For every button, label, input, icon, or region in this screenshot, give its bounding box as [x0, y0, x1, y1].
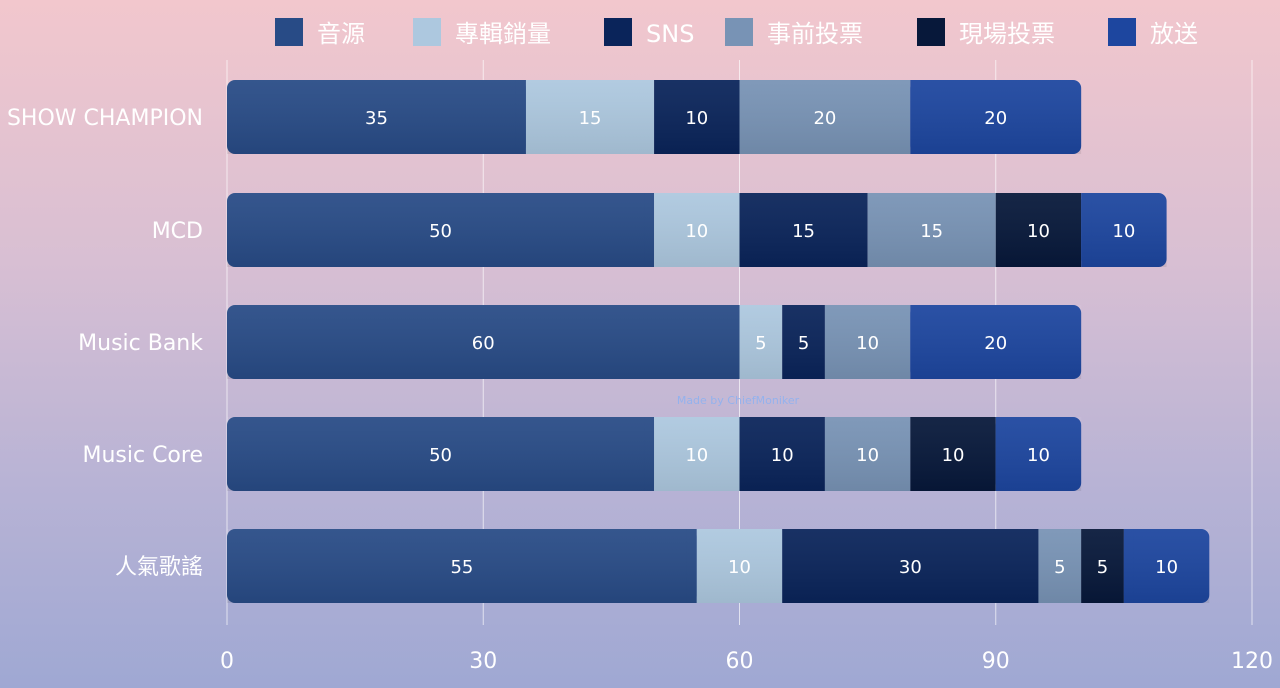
bar-shade-2-5: [910, 305, 1082, 379]
category-label-0: SHOW CHAMPION: [7, 106, 203, 131]
bar-value-label-4-3: 5: [1054, 557, 1065, 578]
bar-shade-3-2: [739, 417, 825, 491]
bar-shade-1-0: [227, 193, 655, 267]
bar-shade-4-1: [696, 529, 783, 603]
bar-value-label-4-1: 10: [728, 557, 751, 578]
bar-value-label-4-4: 5: [1097, 557, 1108, 578]
bar-shade-1-4: [995, 193, 1082, 267]
bar-shade-3-4: [910, 417, 996, 491]
legend-swatch-2: [604, 18, 632, 46]
category-label-4: 人氣歌謠: [115, 555, 203, 580]
bar-shade-1-1: [654, 193, 740, 267]
bar-value-label-4-2: 30: [899, 557, 922, 578]
bar-value-label-0-2: 10: [685, 108, 708, 129]
watermark-text: Made by ChiefMoniker: [677, 394, 800, 407]
bar-shade-0-2: [654, 80, 740, 154]
bar-shade-4-0: [227, 529, 697, 603]
bar-shade-1-3: [867, 193, 996, 267]
bar-value-label-3-3: 10: [856, 445, 879, 466]
x-tick-label-90: 90: [982, 649, 1010, 674]
legend-label-1: 專輯銷量: [455, 20, 551, 48]
bar-value-label-0-3: 20: [813, 108, 836, 129]
bar-shade-3-3: [824, 417, 911, 491]
x-tick-label-0: 0: [220, 649, 234, 674]
category-label-2: Music Bank: [78, 331, 203, 356]
bar-shade-3-5: [995, 417, 1082, 491]
bar-value-label-3-1: 10: [685, 445, 708, 466]
bar-shade-1-5: [1081, 193, 1167, 267]
legend-swatch-4: [917, 18, 945, 46]
x-tick-label-120: 120: [1231, 649, 1273, 674]
bar-shade-2-2: [782, 305, 825, 379]
bar-value-label-4-5: 10: [1155, 557, 1178, 578]
bar-shade-4-3: [1038, 529, 1082, 603]
legend-label-5: 放送: [1150, 20, 1198, 48]
bar-value-label-1-5: 10: [1112, 221, 1135, 242]
bar-shade-1-2: [739, 193, 868, 267]
bar-value-label-1-4: 10: [1027, 221, 1050, 242]
category-label-3: Music Core: [82, 443, 203, 468]
bar-value-label-4-0: 55: [450, 557, 473, 578]
bar-shade-3-0: [227, 417, 655, 491]
bar-value-label-3-0: 50: [429, 445, 452, 466]
bar-value-label-2-5: 20: [984, 333, 1007, 354]
x-tick-label-30: 30: [469, 649, 497, 674]
bar-shade-4-5: [1123, 529, 1210, 603]
bar-shade-0-3: [739, 80, 911, 154]
category-label-1: MCD: [152, 219, 203, 244]
bar-stacks: [227, 80, 1210, 603]
bar-shade-3-1: [654, 417, 740, 491]
bar-shade-2-3: [824, 305, 911, 379]
x-tick-label-60: 60: [726, 649, 754, 674]
bar-value-label-3-4: 10: [942, 445, 965, 466]
bar-value-label-1-1: 10: [685, 221, 708, 242]
bar-value-label-3-2: 10: [771, 445, 794, 466]
bar-value-label-0-0: 35: [365, 108, 388, 129]
bar-shade-4-2: [782, 529, 1039, 603]
legend: 音源 專輯銷量 SNS 事前投票 現場投票 放送: [275, 18, 1198, 48]
bar-shade-2-0: [227, 305, 740, 379]
legend-swatch-1: [413, 18, 441, 46]
bar-shade-0-1: [525, 80, 655, 154]
bar-value-label-0-5: 20: [984, 108, 1007, 129]
bar-shade-0-5: [910, 80, 1082, 154]
legend-swatch-0: [275, 18, 303, 46]
bar-value-label-1-3: 15: [920, 221, 943, 242]
bar-value-label-3-5: 10: [1027, 445, 1050, 466]
bar-shade-0-0: [227, 80, 526, 154]
bar-shade-2-1: [739, 305, 783, 379]
legend-label-4: 現場投票: [959, 20, 1055, 48]
legend-label-2: SNS: [646, 20, 694, 48]
legend-swatch-5: [1108, 18, 1136, 46]
bar-value-label-2-0: 60: [472, 333, 495, 354]
bar-value-label-2-3: 10: [856, 333, 879, 354]
bar-value-label-1-2: 15: [792, 221, 815, 242]
legend-label-0: 音源: [317, 20, 365, 48]
bar-value-label-1-0: 50: [429, 221, 452, 242]
legend-swatch-3: [725, 18, 753, 46]
bar-value-label-0-1: 15: [579, 108, 602, 129]
bar-value-label-2-1: 5: [755, 333, 766, 354]
bar-shade-4-4: [1081, 529, 1124, 603]
bar-value-label-2-2: 5: [798, 333, 809, 354]
axis-labels: 0 30 60 90 120 SHOW CHAMPION MCD Music Bank Musi…: [7, 106, 1273, 674]
legend-label-3: 事前投票: [767, 20, 863, 48]
